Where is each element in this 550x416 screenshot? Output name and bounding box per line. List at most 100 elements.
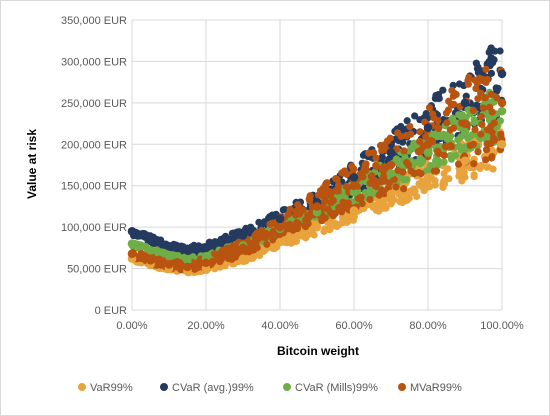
cloud-point	[435, 124, 443, 133]
data-point	[349, 206, 359, 215]
cloud-point	[372, 202, 380, 210]
cloud-point	[334, 181, 343, 190]
x-tick-label: 60.00%	[335, 320, 373, 332]
cloud-point	[491, 47, 499, 55]
cloud-point	[487, 69, 496, 77]
cloud-point	[434, 91, 443, 99]
cloud-point	[400, 147, 408, 155]
data-point	[146, 255, 155, 265]
y-tick-label: 200,000 EUR	[61, 139, 127, 151]
cloud-point	[482, 65, 490, 73]
cloud-point	[135, 232, 143, 240]
cloud-point	[455, 111, 463, 119]
cloud-point	[305, 214, 313, 222]
cloud-point	[447, 143, 456, 151]
cloud-point	[399, 198, 407, 207]
legend-label: CVaR (Mills)99%	[295, 382, 378, 394]
cloud-point	[382, 204, 390, 212]
cloud-point	[260, 246, 269, 254]
y-tick-label: 100,000 EUR	[61, 222, 127, 234]
cloud-point	[369, 149, 378, 157]
legend-marker	[78, 383, 86, 391]
cloud-point	[349, 165, 358, 173]
cloud-point	[442, 143, 450, 151]
data-point	[127, 239, 137, 249]
y-axis-title: Value at risk	[25, 129, 39, 199]
cloud-point	[455, 80, 464, 88]
cloud-point	[477, 113, 486, 121]
x-tick-label: 100.00%	[480, 320, 524, 332]
data-point	[183, 246, 192, 255]
legend-label: MVaR99%	[410, 382, 462, 394]
cloud-point	[269, 236, 277, 244]
cloud-point	[496, 117, 504, 125]
cloud-point	[490, 56, 498, 64]
cloud-point	[478, 120, 486, 129]
cloud-point	[481, 94, 489, 102]
data-point	[275, 222, 285, 232]
cloud-point	[331, 209, 339, 218]
cloud-point	[392, 183, 400, 191]
cloud-point	[483, 163, 491, 171]
cloud-point	[372, 162, 381, 171]
cloud-point	[446, 151, 454, 160]
y-tick-labels: 0 EUR 50,000 EUR 100,000 EUR 150,000 EUR 200…	[61, 15, 127, 317]
cloud-point	[493, 94, 501, 102]
cloud-point	[422, 133, 430, 141]
data-point	[312, 222, 322, 232]
cloud-point	[415, 137, 424, 145]
cloud-point	[380, 172, 388, 181]
cloud-point	[372, 182, 380, 191]
cloud-point	[496, 47, 504, 55]
data-point	[275, 214, 285, 224]
cloud-point	[342, 182, 350, 191]
data-point	[146, 235, 155, 244]
data-point	[238, 231, 248, 240]
cloud-point	[440, 151, 448, 159]
cloud-point	[220, 246, 228, 254]
cloud-point	[450, 89, 459, 98]
cloud-point	[444, 106, 453, 114]
legend-marker	[283, 383, 291, 391]
cloud-point	[385, 179, 394, 187]
cloud-point	[306, 192, 314, 200]
cloud-point	[324, 205, 332, 213]
cloud-point	[403, 117, 411, 125]
y-tick-label: 300,000 EUR	[61, 56, 127, 68]
legend-label: VaR99%	[90, 382, 133, 394]
cloud-point	[368, 172, 376, 180]
data-point	[201, 258, 211, 268]
cloud-point	[177, 242, 185, 250]
cloud-point	[474, 148, 482, 156]
cloud-point	[470, 160, 478, 168]
cloud-point	[322, 186, 331, 194]
data-point	[312, 202, 322, 211]
x-tick-label: 40.00%	[261, 320, 299, 332]
cloud-point	[477, 161, 485, 170]
data-point	[275, 237, 285, 247]
cloud-point	[366, 195, 374, 204]
x-tick-labels: 0.00% 20.00% 40.00% 60.00% 80.00% 100.00%	[116, 320, 524, 332]
cloud-point	[340, 203, 348, 212]
legend-label: CVaR (avg.)99%	[172, 382, 254, 394]
cloud-point	[320, 227, 328, 236]
cloud-point	[477, 130, 485, 138]
data-point	[460, 98, 470, 108]
cloud-point	[304, 220, 312, 228]
data-point	[164, 241, 174, 251]
cloud-point	[267, 230, 276, 239]
cloud-point	[232, 249, 240, 257]
data-point	[423, 123, 433, 133]
cloud-point	[410, 169, 419, 178]
cloud-point	[474, 69, 483, 77]
legend: VaR99% CVaR (avg.)99% CVaR (Mills)99% MVaR9…	[78, 382, 462, 394]
cloud-point	[331, 219, 339, 227]
cloud-point	[319, 200, 327, 208]
cloud-point	[426, 161, 435, 170]
y-tick-label: 250,000 EUR	[61, 98, 127, 110]
cloud-point	[296, 210, 304, 218]
cloud-point	[294, 201, 302, 209]
cloud-point	[440, 158, 448, 166]
cloud-point	[411, 112, 419, 120]
